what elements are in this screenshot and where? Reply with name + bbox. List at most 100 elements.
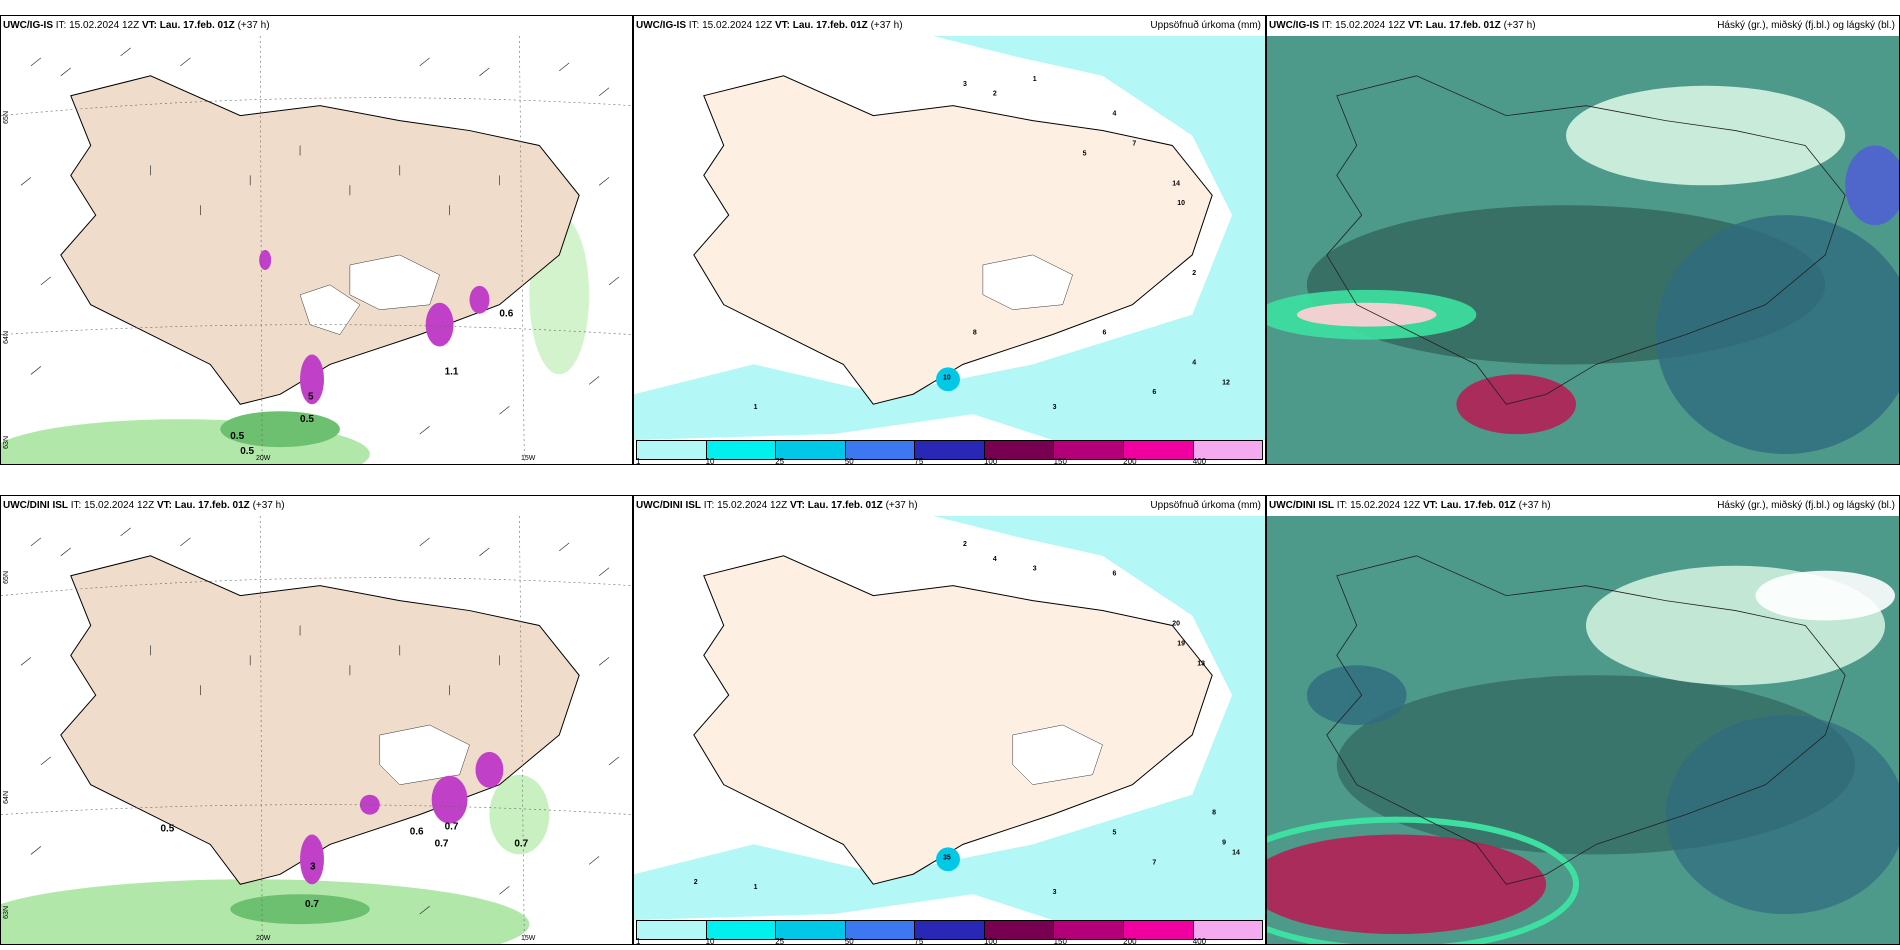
legend-ticks: 1 10 25 50 75 100 150 200 400: [636, 937, 1263, 945]
wind-map-svg: 0.5 0.6 0.7 0.7 0.7 0.7 3: [1, 516, 632, 944]
precip-value: 19: [1177, 640, 1185, 647]
legend-swatch: [845, 441, 916, 459]
precip-value: 9: [1222, 839, 1226, 846]
wind-map: 0.5 0.5 0.5 1.1 0.6 5: [1, 36, 632, 464]
it-value: 15.02.2024 12Z: [84, 500, 155, 511]
vt-label: VT:: [789, 500, 805, 511]
lon-label: 15W: [521, 935, 536, 942]
lead-time: (+37 h): [870, 20, 903, 31]
legend-tick: 50: [844, 457, 854, 465]
it-label: IT:: [70, 500, 82, 511]
wind-map-svg: 0.5 0.5 0.5 1.1 0.6 5: [1, 36, 632, 464]
legend-swatch: [915, 921, 985, 939]
it-value: 15.02.2024 12Z: [1350, 500, 1421, 511]
model-name: UWC/DINI ISL: [3, 500, 68, 511]
legend-swatch: [706, 441, 777, 459]
lon-label: 20W: [256, 455, 271, 462]
value-label: 0.5: [240, 446, 254, 457]
precip-value: 4: [993, 556, 997, 563]
it-value: 15.02.2024 12Z: [69, 20, 140, 31]
value-label: 0.7: [445, 822, 459, 833]
it-label: IT:: [55, 20, 67, 31]
panel-header: UWC/IG-IS IT: 15.02.2024 12Z VT: Lau. 17…: [1267, 16, 1899, 36]
precip-value: 3: [1053, 404, 1057, 411]
vt-label: VT:: [141, 20, 157, 31]
legend-swatch: [1193, 921, 1263, 939]
precip-value: 35: [943, 854, 951, 861]
panel-header: UWC/DINI ISL IT: 15.02.2024 12Z VT: Lau.…: [1267, 496, 1899, 516]
legend-tick: 100: [983, 457, 998, 465]
value-label: 0.6: [410, 827, 424, 838]
legend-tick: 10: [705, 457, 715, 465]
lat-label: 65N: [3, 571, 10, 584]
precip-legend: 1 10 25 50 75 100 150 200 400: [634, 920, 1265, 944]
value-label: 0.5: [160, 824, 174, 835]
precip-value: 1: [754, 404, 758, 411]
precip-value: 6: [1103, 330, 1107, 337]
precip-value: 7: [1152, 859, 1156, 866]
panel-header: UWC/IG-IS IT: 15.02.2024 12Z VT: Lau. 17…: [1, 16, 632, 36]
cloud-title: Háský (gr.), miðský (fj.bl.) og lágský (…: [1717, 20, 1895, 31]
precip-value: 6: [1112, 571, 1116, 578]
vt-value: Lau. 17.feb. 01Z: [174, 500, 250, 511]
cloud-map: [1267, 36, 1899, 464]
cloud-title: Háský (gr.), miðský (fj.bl.) og lágský (…: [1717, 500, 1895, 511]
precip-value: 14: [1172, 180, 1180, 187]
legend-tick: 200: [1123, 937, 1137, 945]
legend-swatch: [1123, 441, 1194, 459]
precip-value: 12: [1222, 379, 1230, 386]
lat-label: 64N: [3, 791, 10, 804]
precip-value: 6: [1152, 389, 1156, 396]
vt-value: Lau. 17.feb. 01Z: [1425, 20, 1501, 31]
legend-swatch: [1054, 921, 1124, 939]
precip-map-panel-top: UWC/IG-IS IT: 15.02.2024 12Z VT: Lau. 17…: [633, 15, 1266, 465]
legend-tick: 1: [636, 457, 641, 465]
legend-tick: 1: [636, 937, 641, 945]
legend-swatch: [1123, 921, 1194, 939]
legend-swatch: [1193, 441, 1263, 459]
legend-tick: 400: [1192, 937, 1207, 945]
model-name: UWC/IG-IS: [3, 20, 53, 31]
precip-value: 3: [1053, 889, 1057, 896]
precip-value: 2: [1192, 270, 1196, 277]
legend-swatch: [984, 921, 1055, 939]
precip-map: 14 10 12 10 7 5 3 2 1 4 6 4 3 8 1 2 6: [634, 36, 1265, 440]
legend-ticks: 1 10 25 50 75 100 150 200 400: [636, 457, 1263, 465]
precip-legend: 1 10 25 50 75 100 150 200 400: [634, 440, 1265, 464]
cloud-map: [1267, 516, 1899, 944]
vt-value: Lau. 17.feb. 01Z: [1440, 500, 1516, 511]
precip-title: Uppsöfnuð úrkoma (mm): [1150, 20, 1261, 31]
legend-swatch: [637, 921, 707, 939]
legend-tick: 400: [1192, 457, 1207, 465]
it-value: 15.02.2024 12Z: [717, 500, 788, 511]
vt-label: VT:: [156, 500, 172, 511]
value-label: 0.7: [514, 838, 528, 849]
lead-time: (+37 h): [1518, 500, 1551, 511]
wind-map: 0.5 0.6 0.7 0.7 0.7 0.7 3: [1, 516, 632, 944]
precip-value: 8: [973, 330, 977, 337]
precip-title: Uppsöfnuð úrkoma (mm): [1150, 500, 1261, 511]
vt-value: Lau. 17.feb. 01Z: [792, 20, 868, 31]
model-name: UWC/IG-IS: [636, 20, 686, 31]
legend-tick: 200: [1123, 457, 1137, 465]
value-label: 0.7: [435, 838, 449, 849]
vt-label: VT:: [1422, 500, 1438, 511]
precip-value: 14: [1232, 849, 1240, 856]
precip-value: 1: [1033, 76, 1037, 83]
precip-value: 10: [1177, 200, 1185, 207]
value-label: 3: [310, 861, 316, 872]
legend-swatch: [637, 441, 707, 459]
cloud-map-svg: [1267, 516, 1899, 944]
legend-swatch: [706, 921, 777, 939]
precip-value: 4: [1112, 111, 1116, 118]
lead-time: (+37 h): [237, 20, 270, 31]
legend-tick: 75: [914, 937, 924, 945]
wind-map-panel-bottom: UWC/DINI ISL IT: 15.02.2024 12Z VT: Lau.…: [0, 495, 633, 945]
value-label: 1.1: [445, 366, 459, 377]
panel-header: UWC/DINI ISL IT: 15.02.2024 12Z VT: Lau.…: [1, 496, 632, 516]
legend-bar: [636, 920, 1263, 940]
precip-value: 8: [1212, 810, 1216, 817]
precip-value: 2: [993, 91, 997, 98]
precip-value: 7: [1132, 140, 1136, 147]
it-label: IT:: [1336, 500, 1348, 511]
